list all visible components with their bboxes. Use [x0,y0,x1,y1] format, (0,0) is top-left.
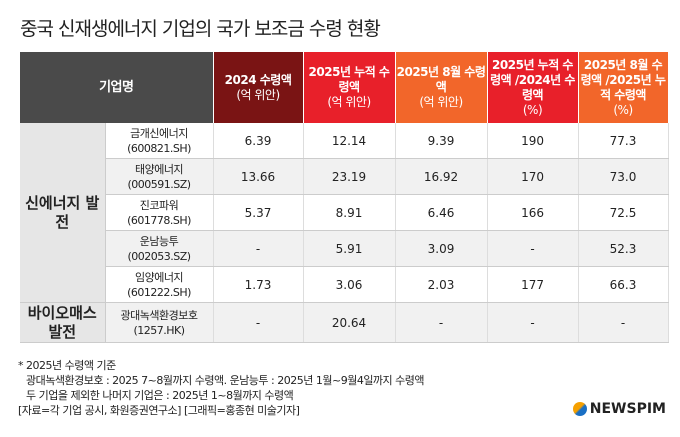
value-cell: 5.37 [213,194,304,231]
header-label: 2025년 8월 수령액 /2025년 누적 수령액 [580,57,666,102]
value-cell: 12.14 [303,123,396,159]
company-cell: 광대녹색환경보호 (1257.HK) [105,302,214,343]
table-row: 운남능투 (002053.SZ) -5.91 3.09-52.3 [20,230,669,267]
header-unit: (%) [522,102,543,117]
value-cell: 20.64 [303,302,396,343]
note-line: 두 기업을 제외한 나머지 기업은 : 2025년 1~8월까지 수령액 [26,389,294,402]
value-cell: 190 [487,123,579,159]
company-name: 태양에너지 [134,162,184,176]
value-cell: 77.3 [578,123,669,159]
company-cell: 임양에너지 (601222.SH) [105,266,214,303]
company-code: (002053.SZ) [127,249,191,263]
table-row: 임양에너지 (601222.SH) 1.73 3.06 2.03 177 66.3 [20,266,669,303]
note-line: * 2025년 수령액 기준 [18,359,116,372]
header-col: 2024 수령액 (억 위안) [213,52,304,123]
value-cell: - [487,302,579,343]
header-label: 2024 수령액 [224,72,292,87]
company-name: 운남능투 [139,234,179,248]
value-cell: 3.09 [395,230,488,267]
value-cell: 170 [487,158,579,195]
company-name: 임양에너지 [134,270,184,284]
value-cell: 1.73 [213,266,304,303]
header-unit: (억 위안) [327,95,371,109]
value-cell: 6.39 [213,123,304,159]
table-row: 태양에너지 (000591.SZ) 13.66 23.19 16.92 170 73.0 [20,158,669,195]
value-cell: - [487,230,579,267]
header-col: 2025년 누적 수령액 /2024년 수령액 (%) [487,52,579,123]
note-line: 광대녹색환경보호 : 2025 7~8월까지 수령액. 운남능투 : 2025년… [26,374,425,387]
value-cell: - [213,230,304,267]
header-label: 2025년 누적 수령액 [308,65,390,94]
company-cell: 진코파워 (601778.SH) [105,194,214,231]
company-name: 광대녹색환경보호 [120,308,198,322]
company-cell: 태양에너지 (000591.SZ) [105,158,214,195]
value-cell: 23.19 [303,158,396,195]
header-label: 2025년 8월 수령액 [396,65,486,94]
value-cell: 6.46 [395,194,488,231]
company-name: 진코파워 [139,198,179,212]
group-label: 신에너지 발전 [20,123,106,303]
value-cell: - [578,302,669,343]
table-row: 바이오매스 발전 광대녹색환경보호 (1257.HK) -20.64- - - [20,302,669,343]
company-code: (601778.SH) [127,213,191,227]
table-row: 신에너지 발전 금개신에너지 (600821.SH) 6.39 12.14 9.39 190… [20,123,669,303]
value-cell: 66.3 [578,266,669,303]
header-unit: (억 위안) [236,87,280,102]
value-cell: 177 [487,266,579,303]
company-cell: 금개신에너지 (600821.SH) [105,123,214,159]
value-cell: 52.3 [578,230,669,267]
notes: * 2025년 수령액 기준 광대녹색환경보호 : 2025 7~8월까지 수령… [18,358,425,418]
value-cell: - [395,302,488,343]
group-label: 바이오매스 발전 [20,302,106,343]
header-col: 2025년 누적 수령액 (억 위안) [303,52,396,123]
page-title: 중국 신재생에너지 기업의 국가 보조금 수령 현황 [20,18,381,40]
value-cell: 8.91 [303,194,396,231]
value-cell: 5.91 [303,230,396,267]
logo-text: NEWSPIM [589,401,666,417]
table-row: 진코파워 (601778.SH) 5.37 8.91 6.46 166 72.5 [20,194,669,231]
header-unit: (%) [613,102,633,117]
value-cell: 9.39 [395,123,488,159]
company-code: (1257.HK) [133,323,185,337]
subsidy-table: 기업명 2024 수령액 (억 위안) 2025년 누적 수령액 (억 위안) 2025… [20,52,669,343]
company-code: (000591.SZ) [127,177,191,191]
value-cell: 16.92 [395,158,488,195]
value-cell: - [213,302,304,343]
logo-icon [572,402,587,416]
company-name: 금개신에너지 [130,126,188,140]
source-line: [자료=각 기업 공시, 화원증권연구소] [그래픽=홍종현 미술기자] [18,404,300,417]
header-label: 2025년 누적 수령액 /2024년 수령액 [490,57,575,102]
value-cell: 72.5 [578,194,669,231]
company-code: (600821.SH) [127,141,191,155]
header-col: 2025년 8월 수령액 /2025년 누적 수령액 (%) [578,52,669,123]
value-cell: 166 [487,194,579,231]
value-cell: 73.0 [578,158,669,195]
company-cell: 운남능투 (002053.SZ) [105,230,214,267]
header-col: 2025년 8월 수령액 (억 위안) [395,52,488,123]
value-cell: 13.66 [213,158,304,195]
value-cell: 3.06 [303,266,396,303]
header-company: 기업명 [20,52,214,123]
value-cell: 2.03 [395,266,488,303]
newspim-logo: NEWSPIM [572,401,666,417]
company-code: (601222.SH) [127,285,191,299]
header-unit: (억 위안) [419,95,463,109]
